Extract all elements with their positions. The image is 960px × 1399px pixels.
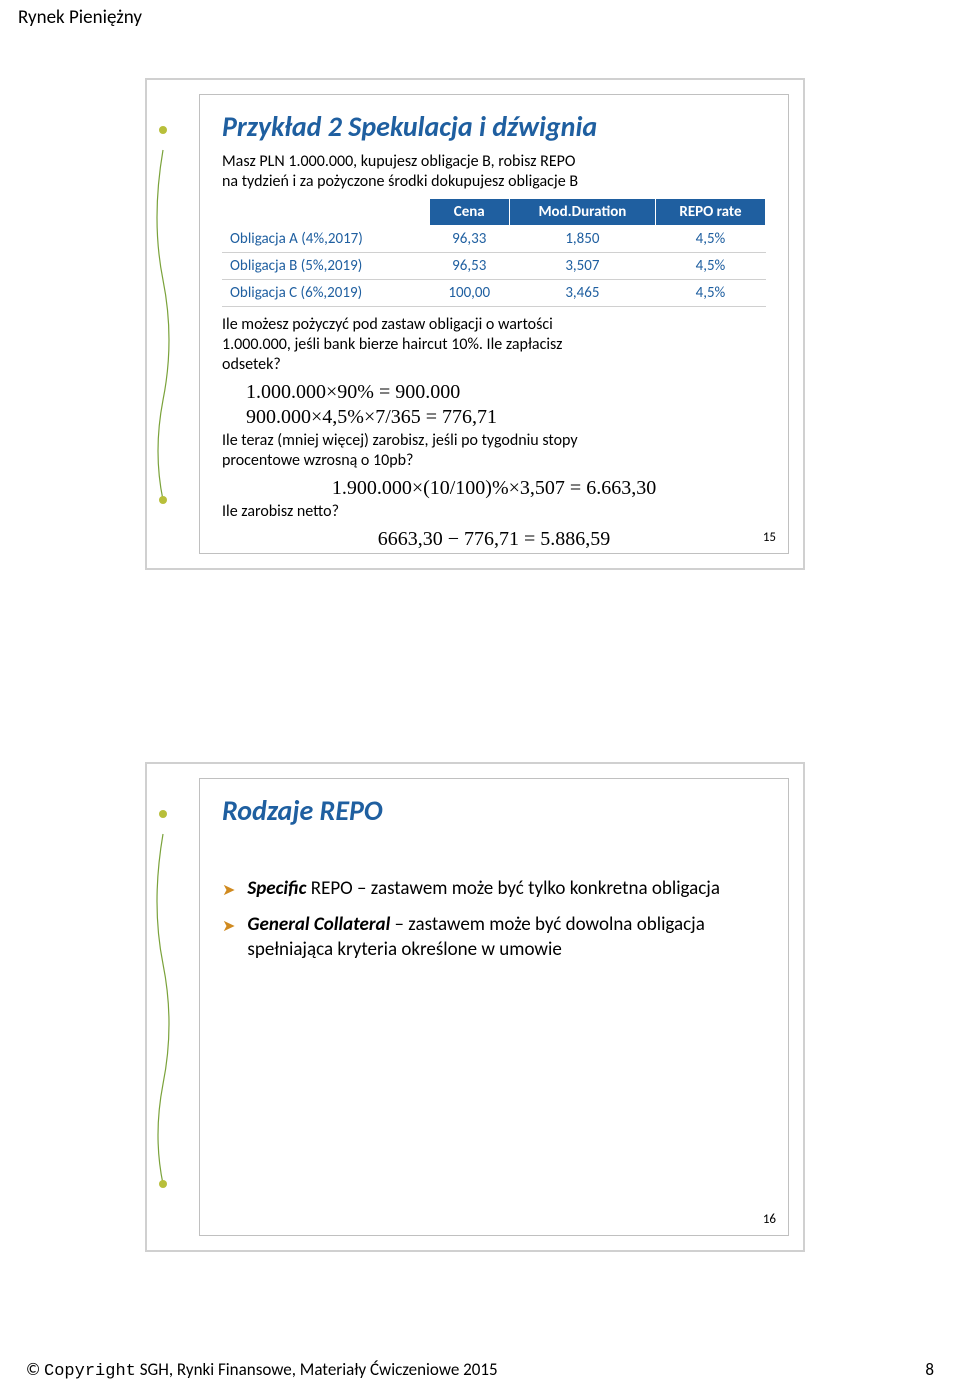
list-item: ➤ Specific REPO – zastawem może być tylk… <box>222 876 766 902</box>
page: Rynek Pieniężny Przykład 2 Spekulacja i … <box>0 0 960 1399</box>
intro-line-2: na tydzień i za pożyczone środki dokupuj… <box>222 172 578 191</box>
slide-1-content: Przykład 2 Spekulacja i dźwignia Masz PL… <box>199 94 789 554</box>
bullet-bold: Specific <box>247 877 306 900</box>
page-footer: © Copyright SGH, Rynki Finansowe, Materi… <box>26 1359 934 1381</box>
question-3: Ile zarobisz netto? <box>222 502 766 522</box>
question-1: Ile możesz pożyczyć pod zastaw obligacji… <box>222 315 766 375</box>
q1-line-a: Ile możesz pożyczyć pod zastaw obligacji… <box>222 315 553 334</box>
q1-line-c: odsetek? <box>222 355 281 374</box>
bullet-bold: General Collateral <box>247 913 390 936</box>
cell-val: 100,00 <box>429 280 509 307</box>
bond-table: Cena Mod.Duration REPO rate Obligacja A … <box>222 198 766 307</box>
footer-rest: SGH, Rynki Finansowe, Materiały Ćwiczeni… <box>136 1359 498 1380</box>
q1-line-b: 1.000.000, jeśli bank bierze haircut 10%… <box>222 335 562 354</box>
bullet-text: General Collateral – zastawem może być d… <box>247 912 766 963</box>
cell-val: 4,5% <box>655 280 765 307</box>
table-header-row: Cena Mod.Duration REPO rate <box>222 199 766 226</box>
table-header-repo: REPO rate <box>655 199 765 226</box>
cell-name: Obligacja A (4%,2017) <box>222 226 429 253</box>
bullet-list: ➤ Specific REPO – zastawem może być tylk… <box>222 876 766 963</box>
cell-val: 4,5% <box>655 253 765 280</box>
cell-val: 3,507 <box>509 253 655 280</box>
cell-val: 96,53 <box>429 253 509 280</box>
table-header-cena: Cena <box>429 199 509 226</box>
document-header: Rynek Pieniężny <box>18 6 142 29</box>
side-decoration-icon <box>145 784 185 1214</box>
intro-line-1: Masz PLN 1.000.000, kupujesz obligacje B… <box>222 152 576 171</box>
bullet-arrow-icon: ➤ <box>222 880 235 902</box>
formula-3: 1.900.000×(10/100)%×3,507 = 6.663,30 <box>222 477 766 500</box>
cell-val: 4,5% <box>655 226 765 253</box>
q2-line-a: Ile teraz (mniej więcej) zarobisz, jeśli… <box>222 431 578 450</box>
cell-name: Obligacja B (5%,2019) <box>222 253 429 280</box>
table-row: Obligacja C (6%,2019) 100,00 3,465 4,5% <box>222 280 766 307</box>
slide-1-intro: Masz PLN 1.000.000, kupujesz obligacje B… <box>222 152 766 192</box>
slide-1: Przykład 2 Spekulacja i dźwignia Masz PL… <box>145 78 805 570</box>
cell-val: 3,465 <box>509 280 655 307</box>
cell-name: Obligacja C (6%,2019) <box>222 280 429 307</box>
footer-left: © Copyright SGH, Rynki Finansowe, Materi… <box>26 1359 498 1381</box>
copyright-word: Copyright <box>44 1362 136 1381</box>
bullet-text: Specific REPO – zastawem może być tylko … <box>247 876 720 902</box>
cell-val: 96,33 <box>429 226 509 253</box>
bullet-arrow-icon: ➤ <box>222 916 235 938</box>
table-header-duration: Mod.Duration <box>509 199 655 226</box>
slide-2: Rodzaje REPO ➤ Specific REPO – zastawem … <box>145 762 805 1252</box>
slide-2-title: Rodzaje REPO <box>222 793 766 828</box>
formula-2: 900.000×4,5%×7/365 = 776,71 <box>246 406 766 429</box>
footer-page-number: 8 <box>925 1359 934 1381</box>
side-decoration-icon <box>145 100 185 530</box>
copyright-symbol: © <box>26 1359 44 1380</box>
slide-2-number: 16 <box>763 1212 776 1227</box>
table-row: Obligacja B (5%,2019) 96,53 3,507 4,5% <box>222 253 766 280</box>
q2-line-b: procentowe wzrosną o 10pb? <box>222 451 413 470</box>
cell-val: 1,850 <box>509 226 655 253</box>
table-row: Obligacja A (4%,2017) 96,33 1,850 4,5% <box>222 226 766 253</box>
slide-2-content: Rodzaje REPO ➤ Specific REPO – zastawem … <box>199 778 789 1236</box>
formula-4: 6663,30 − 776,71 = 5.886,59 <box>222 528 766 551</box>
table-header-empty <box>222 199 429 226</box>
slide-1-title: Przykład 2 Spekulacja i dźwignia <box>222 109 766 144</box>
bullet-rest: REPO – zastawem może być tylko konkretna… <box>306 877 719 900</box>
list-item: ➤ General Collateral – zastawem może być… <box>222 912 766 963</box>
question-2: Ile teraz (mniej więcej) zarobisz, jeśli… <box>222 431 766 471</box>
formula-1: 1.000.000×90% = 900.000 <box>246 381 766 404</box>
slide-1-number: 15 <box>763 530 776 545</box>
